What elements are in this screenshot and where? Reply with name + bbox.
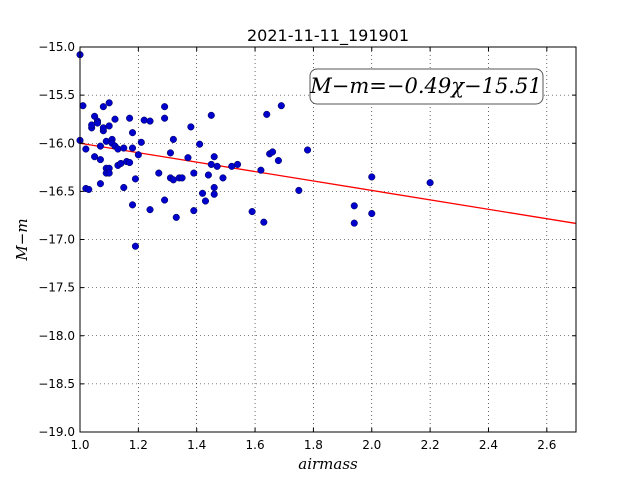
- y-tick-label: −15.5: [38, 88, 75, 102]
- data-point: [114, 145, 122, 153]
- data-point: [120, 144, 128, 152]
- data-point: [85, 185, 93, 193]
- data-point: [82, 145, 90, 153]
- y-axis-label: M−m: [13, 218, 31, 261]
- fit-line-layer: [79, 142, 577, 225]
- data-point: [350, 219, 358, 227]
- data-point: [134, 151, 142, 159]
- data-point: [213, 162, 221, 170]
- data-point: [210, 183, 218, 192]
- data-point: [146, 117, 154, 125]
- annotation-text: M−m=−0.49χ−15.51: [309, 74, 541, 98]
- data-point: [196, 140, 204, 148]
- data-point: [304, 146, 312, 154]
- fit-annotation: M−m=−0.49χ−15.51: [309, 68, 544, 105]
- data-point: [166, 149, 174, 157]
- data-point: [131, 175, 139, 183]
- x-tick-label: 1.6: [246, 438, 265, 452]
- y-tick-label: −18.0: [38, 329, 75, 343]
- data-point: [234, 160, 242, 168]
- data-point: [79, 102, 87, 110]
- data-point: [140, 116, 148, 124]
- x-tick-label: 2.2: [421, 438, 440, 452]
- data-point: [210, 153, 218, 161]
- data-point: [263, 110, 271, 118]
- data-point: [368, 173, 376, 181]
- data-point: [190, 207, 198, 215]
- y-tick-label: −16.5: [38, 184, 75, 198]
- data-point: [184, 154, 192, 162]
- data-points: [76, 51, 434, 250]
- data-point: [120, 183, 128, 192]
- data-point: [204, 171, 212, 179]
- data-point: [105, 169, 113, 177]
- data-point: [128, 144, 137, 152]
- data-point: [248, 208, 256, 216]
- data-point: [146, 206, 154, 214]
- data-point: [295, 186, 303, 194]
- data-point: [169, 135, 177, 143]
- data-point: [277, 102, 285, 110]
- x-tick-label: 1.8: [304, 438, 323, 452]
- data-point: [269, 148, 277, 156]
- data-point: [178, 174, 186, 182]
- data-point: [96, 180, 104, 188]
- data-point: [131, 242, 139, 250]
- data-point: [198, 189, 207, 197]
- data-point: [96, 142, 104, 150]
- data-point: [155, 169, 163, 177]
- data-point: [201, 197, 210, 205]
- x-axis-label: airmass: [298, 455, 358, 473]
- data-point: [219, 174, 227, 182]
- data-point: [207, 111, 215, 119]
- data-point: [126, 114, 134, 122]
- x-tick-label: 2.0: [362, 438, 381, 452]
- data-point: [161, 196, 169, 204]
- data-point: [172, 213, 180, 221]
- data-point: [257, 166, 265, 174]
- annotation-box: [309, 68, 544, 105]
- data-point: [128, 129, 137, 137]
- data-point: [426, 179, 434, 187]
- x-tick-label: 1.0: [70, 438, 89, 452]
- x-tick-label: 2.6: [537, 438, 556, 452]
- y-tick-label: −15.0: [38, 40, 75, 54]
- data-point: [96, 156, 104, 164]
- x-tick-label: 1.2: [129, 438, 148, 452]
- data-point: [111, 115, 119, 123]
- data-point: [350, 202, 358, 210]
- y-tick-label: −19.0: [38, 425, 75, 439]
- data-point: [260, 218, 268, 226]
- data-point: [210, 190, 218, 198]
- fit-line: [79, 142, 577, 225]
- y-tick-label: −16.0: [38, 136, 75, 150]
- data-point: [190, 169, 198, 177]
- data-point: [187, 123, 195, 131]
- data-point: [368, 209, 376, 218]
- data-point: [105, 99, 113, 107]
- data-point: [91, 153, 99, 161]
- x-tick-label: 1.4: [187, 438, 206, 452]
- data-point: [105, 122, 113, 130]
- y-tick-label: −17.0: [38, 233, 75, 247]
- x-tick-label: 2.4: [479, 438, 498, 452]
- y-tick-label: −17.5: [38, 281, 75, 295]
- data-point: [128, 201, 137, 209]
- chart-title: 2021-11-11_191901: [247, 26, 409, 46]
- y-tick-labels: −15.0 −15.5 −16.0 −16.5 −17.0 −17.5 −18.0 −18.5…: [38, 40, 75, 439]
- data-point: [126, 158, 134, 167]
- data-point: [93, 119, 102, 127]
- data-point: [99, 103, 107, 111]
- x-tick-labels: 1.0 1.2 1.4 1.6 1.8 2.0 2.2 2.4 2.6: [70, 438, 556, 452]
- y-tick-label: −18.5: [38, 377, 75, 391]
- data-point: [137, 138, 145, 146]
- data-point: [161, 114, 169, 122]
- data-point: [274, 157, 282, 165]
- axis-ticks: [79, 46, 576, 433]
- data-point: [161, 103, 169, 111]
